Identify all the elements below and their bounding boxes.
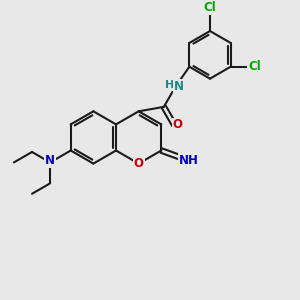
Text: NH: NH — [179, 154, 199, 166]
Text: Cl: Cl — [248, 60, 261, 73]
Text: H: H — [165, 80, 174, 90]
Text: N: N — [45, 154, 55, 167]
Text: O: O — [134, 157, 144, 170]
Text: N: N — [174, 80, 184, 93]
Text: O: O — [173, 118, 183, 131]
Text: Cl: Cl — [204, 1, 216, 14]
